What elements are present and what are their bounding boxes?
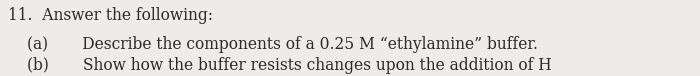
Text: (a)       Describe the components of a 0.25 M “ethylamine” buffer.: (a) Describe the components of a 0.25 M … — [27, 36, 538, 53]
Text: (b)       Show how the buffer resists changes upon the addition of H: (b) Show how the buffer resists changes … — [27, 57, 551, 74]
Text: 11.  Answer the following:: 11. Answer the following: — [8, 7, 214, 24]
